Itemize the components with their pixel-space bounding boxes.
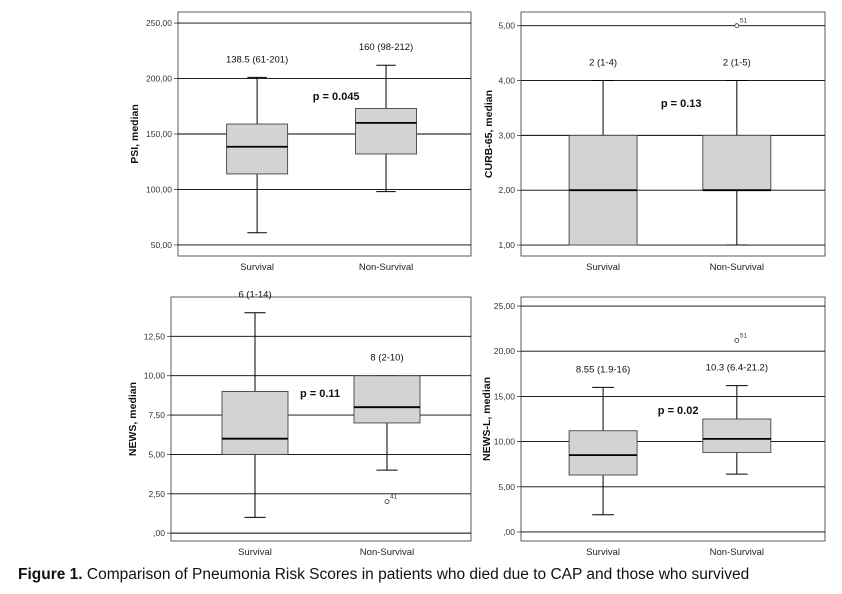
p-value-annotation: p = 0.13	[661, 98, 702, 110]
box-value-label: 2 (1-4)	[589, 58, 617, 69]
outlier-point	[734, 337, 740, 343]
y-tick-label: 3,00	[498, 130, 515, 140]
y-tick-label: 5,00	[498, 482, 515, 492]
box-iqr	[568, 430, 638, 476]
x-category-label: Survival	[586, 262, 620, 273]
psi-boxplot-panel: 50,00 100,00 150,00 200,00 250,00 PSI, median…	[129, 11, 472, 273]
y-axis-label: PSI, median	[129, 104, 141, 164]
y-tick-label: 10,00	[494, 437, 516, 447]
y-tick-label: 5,00	[148, 449, 165, 459]
y-tick-label: 15,00	[494, 391, 516, 401]
box-value-label: 8.55 (1.9-16)	[576, 364, 630, 375]
y-tick-label: 2,00	[498, 185, 515, 195]
y-tick-label: 4,00	[498, 76, 515, 86]
figure-caption: Figure 1. Comparison of Pneumonia Risk S…	[18, 566, 838, 588]
outlier-label: 41	[390, 494, 398, 501]
outlier-point	[734, 23, 740, 29]
y-tick-label: 150,00	[146, 129, 172, 139]
outlier-point	[384, 499, 390, 505]
box-iqr	[221, 391, 289, 455]
box-iqr	[353, 375, 421, 424]
y-tick-label: 12,50	[144, 331, 166, 341]
y-tick-label: ,00	[153, 528, 165, 538]
x-category-label: Survival	[238, 547, 272, 558]
figure-caption-text: Comparison of Pneumonia Risk Scores in p…	[82, 566, 750, 583]
y-tick-label: 5,00	[498, 21, 515, 31]
p-value-annotation: p = 0.02	[658, 405, 699, 417]
x-category-label: Survival	[586, 547, 620, 558]
y-tick-label: 1,00	[498, 240, 515, 250]
y-tick-label: 100,00	[146, 184, 172, 194]
outlier-label: 51	[740, 332, 748, 339]
p-value-annotation: p = 0.045	[313, 91, 360, 103]
x-category-label: Non-Survival	[710, 262, 764, 273]
x-category-label: Non-Survival	[360, 547, 414, 558]
box-iqr	[226, 123, 289, 175]
y-tick-label: 10,00	[144, 371, 166, 381]
y-tick-label: 25,00	[494, 301, 516, 311]
x-category-label: Non-Survival	[710, 547, 764, 558]
box-value-label: 6 (1-14)	[238, 290, 271, 301]
box-value-label: 138.5 (61-201)	[226, 54, 288, 65]
figure-caption-label: Figure 1.	[18, 566, 83, 583]
x-category-label: Survival	[240, 262, 274, 273]
y-axis-label: CURB-65, median	[483, 90, 495, 178]
plot-frame	[520, 11, 826, 257]
box-value-label: 8 (2-10)	[370, 353, 403, 364]
outlier-label: 51	[740, 18, 748, 25]
y-tick-label: ,00	[503, 527, 515, 537]
box-iqr	[702, 134, 772, 191]
y-tick-label: 250,00	[146, 18, 172, 28]
y-tick-label: 2,50	[148, 489, 165, 499]
newsl-boxplot-panel: ,00 5,00 10,00 15,00 20,00 25,00 NEWS-L, media…	[481, 296, 826, 558]
p-value-annotation: p = 0.11	[300, 388, 340, 400]
x-category-label: Non-Survival	[359, 262, 413, 273]
box-iqr	[702, 418, 772, 453]
y-tick-label: 7,50	[148, 410, 165, 420]
box-value-label: 2 (1-5)	[723, 58, 751, 69]
y-axis-label: NEWS, median	[127, 382, 139, 456]
plot-frame	[170, 296, 472, 542]
y-axis-label: NEWS-L, median	[481, 377, 493, 461]
news-boxplot-panel: ,00 2,50 5,00 7,50 10,00 12,50 NEWS, median 6 (…	[127, 290, 472, 558]
box-value-label: 10.3 (6.4-21.2)	[706, 363, 768, 374]
plot-frame	[520, 296, 826, 542]
box-value-label: 160 (98-212)	[359, 42, 413, 53]
y-tick-label: 50,00	[151, 240, 173, 250]
box-iqr	[355, 108, 417, 155]
y-tick-label: 20,00	[494, 346, 516, 356]
curb65-boxplot-panel: 1,00 2,00 3,00 4,00 5,00 CURB-65, median 2 (1-…	[483, 11, 826, 273]
y-tick-label: 200,00	[146, 74, 172, 84]
